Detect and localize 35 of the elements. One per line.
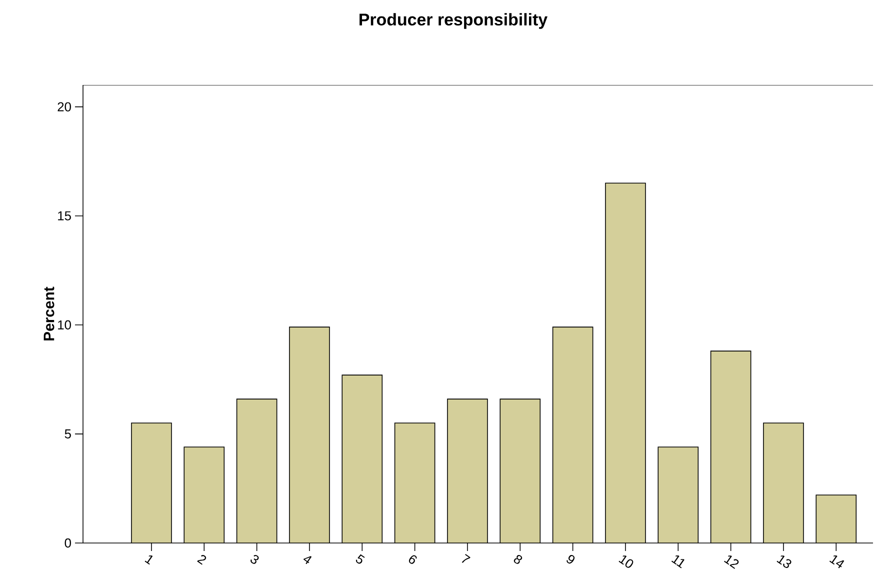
x-tick-label: 1 xyxy=(144,555,153,565)
x-tick-label: 9 xyxy=(566,555,575,564)
bar xyxy=(500,399,540,543)
x-tick-label: 14 xyxy=(829,555,844,568)
y-tick-label: 10 xyxy=(58,320,71,330)
bar xyxy=(236,399,277,543)
x-tick-label: 8 xyxy=(514,554,522,564)
x-tick-label: 4 xyxy=(303,556,312,564)
bar xyxy=(605,183,646,543)
y-tick-label: 5 xyxy=(64,429,71,438)
bar xyxy=(342,375,382,543)
x-tick-label: 12 xyxy=(724,556,739,569)
x-tick-label: 6 xyxy=(408,555,417,564)
y-tick-label: 20 xyxy=(58,102,71,112)
bar xyxy=(658,447,698,543)
x-tick-label: 10 xyxy=(618,556,634,568)
x-tick-label: 2 xyxy=(197,555,206,565)
x-tick-label: 7 xyxy=(462,554,470,563)
y-axis-title: Percent xyxy=(44,286,54,340)
chart-title: Producer responsibility xyxy=(360,13,548,29)
bar xyxy=(447,399,488,543)
bar xyxy=(763,423,804,543)
bar xyxy=(552,327,593,543)
x-tick-label: 3 xyxy=(250,554,259,564)
bar xyxy=(394,423,435,543)
x-tick-label: 11 xyxy=(671,555,684,568)
y-tick-label: 15 xyxy=(58,211,71,220)
y-tick-label: 0 xyxy=(64,538,71,548)
x-tick-label: 5 xyxy=(356,554,365,564)
bar xyxy=(184,447,224,543)
bar xyxy=(289,327,330,543)
bar xyxy=(710,351,751,543)
bar xyxy=(816,494,857,543)
x-tick-label: 13 xyxy=(776,556,792,568)
bar xyxy=(131,423,172,543)
